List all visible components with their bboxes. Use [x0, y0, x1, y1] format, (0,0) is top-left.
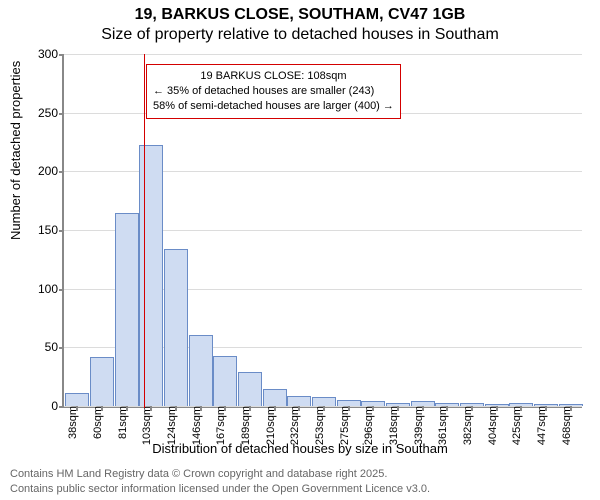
x-tick-label: 447sqm — [536, 406, 548, 445]
attribution-line1: Contains HM Land Registry data © Crown c… — [10, 467, 430, 481]
x-tick-label: 60sqm — [92, 406, 104, 439]
page-subtitle: Size of property relative to detached ho… — [0, 26, 600, 44]
y-tick-mark — [59, 113, 64, 115]
x-tick-label: 361sqm — [437, 406, 449, 445]
histogram-bar — [189, 335, 213, 406]
page-title: 19, BARKUS CLOSE, SOUTHAM, CV47 1GB — [0, 6, 600, 24]
y-tick-mark — [59, 54, 64, 56]
annotation-line1: 19 BARKUS CLOSE: 108sqm — [153, 69, 394, 84]
x-tick-label: 382sqm — [462, 406, 474, 445]
y-axis-label: Number of detached properties — [8, 61, 23, 240]
annotation-line3: 58% of semi-detached houses are larger (… — [153, 99, 394, 114]
x-tick-label: 339sqm — [413, 406, 425, 445]
y-tick-mark — [59, 406, 64, 408]
attribution-line2: Contains public sector information licen… — [10, 482, 430, 496]
x-tick-label: 318sqm — [388, 406, 400, 445]
histogram-bar — [287, 396, 311, 406]
annotation-line2: ← 35% of detached houses are smaller (24… — [153, 84, 394, 99]
histogram-bar — [164, 249, 188, 406]
marker-line — [144, 54, 145, 408]
x-tick-label: 167sqm — [215, 406, 227, 445]
y-tick-mark — [59, 171, 64, 173]
x-tick-label: 146sqm — [191, 406, 203, 445]
x-tick-label: 232sqm — [289, 406, 301, 445]
histogram-bar — [65, 393, 89, 406]
x-tick-label: 404sqm — [487, 406, 499, 445]
x-tick-label: 189sqm — [240, 406, 252, 445]
histogram-bar — [312, 397, 336, 406]
x-axis-label: Distribution of detached houses by size … — [0, 441, 600, 456]
x-tick-label: 425sqm — [511, 406, 523, 445]
x-tick-label: 103sqm — [141, 406, 153, 445]
x-tick-label: 38sqm — [67, 406, 79, 439]
chart-plot-area: 05010015020025030038sqm60sqm81sqm103sqm1… — [62, 54, 582, 408]
x-tick-label: 124sqm — [166, 406, 178, 445]
y-tick-mark — [59, 347, 64, 349]
histogram-bar — [90, 357, 114, 406]
gridline — [64, 54, 582, 55]
x-tick-label: 468sqm — [561, 406, 573, 445]
attribution-text: Contains HM Land Registry data © Crown c… — [10, 467, 430, 496]
histogram-bar — [213, 356, 237, 406]
histogram-bar — [115, 213, 139, 406]
annotation-box: 19 BARKUS CLOSE: 108sqm← 35% of detached… — [146, 64, 401, 119]
x-tick-label: 275sqm — [339, 406, 351, 445]
x-tick-label: 81sqm — [117, 406, 129, 439]
x-tick-label: 296sqm — [363, 406, 375, 445]
histogram-bar — [263, 389, 287, 406]
x-tick-label: 210sqm — [265, 406, 277, 445]
y-tick-mark — [59, 230, 64, 232]
histogram-bar — [238, 372, 262, 406]
y-tick-mark — [59, 289, 64, 291]
x-tick-label: 253sqm — [314, 406, 326, 445]
